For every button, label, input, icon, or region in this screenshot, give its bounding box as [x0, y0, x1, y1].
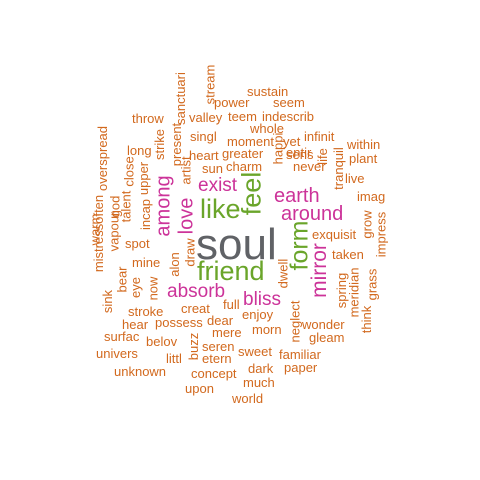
- word-feel: feel: [236, 171, 267, 216]
- word-moment: moment: [227, 134, 274, 149]
- word-upper: upper: [136, 161, 152, 196]
- word-much: much: [243, 375, 275, 390]
- word-infinit: infinit: [304, 129, 335, 144]
- word-possess: possess: [155, 315, 203, 330]
- word-overspread: overspread: [95, 125, 111, 192]
- word-among: among: [152, 175, 175, 237]
- word-sanctuari: sanctuari: [172, 72, 188, 125]
- word-alon: alon: [166, 252, 182, 277]
- word-vapour: vapour: [106, 211, 122, 252]
- word-etern: etern: [202, 351, 232, 366]
- word-earth: earth: [274, 185, 320, 207]
- word-upon: upon: [185, 381, 214, 396]
- word-absorb: absorb: [167, 281, 226, 302]
- word-creat: creat: [181, 301, 210, 316]
- word-world: world: [232, 391, 264, 406]
- word-warm: warm: [87, 213, 103, 246]
- word-soul: soul: [196, 220, 277, 269]
- word-morn: morn: [252, 322, 282, 337]
- word-now: now: [145, 276, 161, 301]
- word-enjoy: enjoy: [242, 307, 274, 322]
- word-heart: heart: [189, 148, 219, 163]
- word-whole: whole: [250, 121, 284, 136]
- word-throw: throw: [132, 111, 164, 126]
- word-within: within: [347, 137, 381, 152]
- word-live: live: [345, 171, 365, 186]
- word-love: love: [175, 197, 198, 235]
- word-teem: teem: [228, 109, 257, 124]
- word-unknown: unknown: [114, 364, 167, 379]
- word-valley: valley: [189, 110, 223, 125]
- word-power: power: [214, 95, 250, 110]
- word-indescrib: indescrib: [262, 109, 315, 124]
- word-like: like: [200, 194, 241, 224]
- word-greater: greater: [222, 146, 264, 161]
- word-sustain: sustain: [247, 84, 289, 99]
- word-dwell: dwell: [275, 258, 291, 289]
- word-dear: dear: [207, 313, 234, 328]
- word-strike: strike: [152, 128, 168, 161]
- word-concept: concept: [191, 366, 237, 381]
- word-think: think: [359, 305, 375, 334]
- word-sink: sink: [100, 289, 116, 314]
- word-bliss: bliss: [243, 289, 282, 310]
- word-bear: bear: [114, 266, 130, 293]
- word-gleam: gleam: [309, 330, 345, 345]
- word-seren: seren: [202, 339, 235, 354]
- word-imag: imag: [357, 189, 386, 204]
- word-incap: incap: [138, 198, 154, 231]
- word-singl: singl: [190, 129, 217, 144]
- word-hear: hear: [122, 317, 149, 332]
- word-belov: belov: [146, 334, 178, 349]
- word-close: close: [121, 156, 137, 187]
- word-happi: happi: [270, 132, 286, 165]
- word-seem: seem: [273, 95, 305, 110]
- word-littl: littl: [166, 351, 182, 366]
- word-grow: grow: [359, 210, 375, 239]
- word-neglect: neglect: [287, 300, 303, 343]
- word-dark: dark: [248, 361, 274, 376]
- word-stroke: stroke: [128, 304, 164, 319]
- word-yet: yet: [283, 134, 301, 149]
- word-univers: univers: [96, 346, 138, 361]
- word-friend: friend: [197, 256, 265, 286]
- word-spot: spot: [125, 236, 150, 251]
- word-taken: taken: [332, 247, 364, 262]
- word-life: life: [314, 148, 330, 165]
- word-exist: exist: [198, 175, 238, 196]
- word-eye: eye: [127, 277, 143, 298]
- word-charm: charm: [226, 159, 263, 174]
- word-wonder: wonder: [302, 317, 345, 332]
- word-tranquil: tranquil: [330, 147, 346, 190]
- word-never: never: [293, 159, 326, 174]
- word-impress: impress: [373, 211, 389, 258]
- word-plant: plant: [349, 151, 378, 166]
- word-mine: mine: [132, 255, 161, 270]
- word-around: around: [281, 203, 344, 225]
- word-stream: stream: [202, 64, 218, 105]
- word-mere: mere: [212, 325, 242, 340]
- word-long: long: [127, 143, 152, 158]
- word-grass: grass: [364, 268, 380, 301]
- word-draw: draw: [182, 238, 198, 267]
- word-mirror: mirror: [307, 243, 331, 298]
- word-paper: paper: [284, 360, 318, 375]
- word-entir: entir: [286, 145, 312, 160]
- word-sun: sun: [202, 161, 223, 176]
- word-artist: artist: [178, 156, 194, 185]
- word-sweet: sweet: [238, 344, 272, 359]
- word-buzz: buzz: [186, 332, 202, 361]
- word-surfac: surfac: [104, 329, 140, 344]
- word-full: full: [223, 297, 240, 312]
- word-familiar: familiar: [279, 347, 321, 362]
- word-sens: sens: [286, 147, 314, 162]
- word-exquisit: exquisit: [312, 227, 357, 242]
